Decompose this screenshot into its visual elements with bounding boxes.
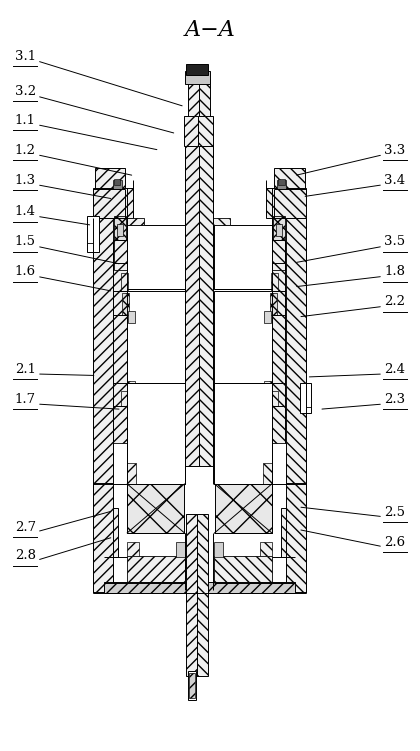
Text: 2.3: 2.3 xyxy=(384,393,405,406)
Bar xyxy=(104,582,295,593)
Bar xyxy=(214,383,272,484)
Bar xyxy=(114,240,127,270)
Bar xyxy=(185,146,199,466)
Bar xyxy=(266,188,306,218)
Bar xyxy=(185,71,210,84)
Bar xyxy=(121,273,128,291)
Text: 1.6: 1.6 xyxy=(15,265,36,279)
Text: 3.1: 3.1 xyxy=(15,50,36,63)
Bar xyxy=(213,218,230,225)
Bar xyxy=(184,116,198,146)
Bar xyxy=(104,508,118,557)
Bar xyxy=(286,483,306,592)
Bar xyxy=(128,311,135,323)
Bar xyxy=(127,291,185,383)
Text: 2.4: 2.4 xyxy=(384,363,405,376)
Bar xyxy=(186,514,197,676)
Bar xyxy=(199,79,210,120)
Bar xyxy=(93,483,113,592)
Text: 2.1: 2.1 xyxy=(15,363,36,376)
Bar xyxy=(130,409,135,418)
Text: 3.5: 3.5 xyxy=(384,235,405,249)
Bar xyxy=(273,216,285,240)
Bar xyxy=(127,381,135,394)
Text: 1.4: 1.4 xyxy=(15,205,36,219)
Text: 1.1: 1.1 xyxy=(15,113,36,127)
Bar xyxy=(214,542,223,557)
Bar xyxy=(114,216,126,240)
Bar xyxy=(264,311,271,323)
Bar xyxy=(274,168,304,189)
Bar xyxy=(93,218,113,484)
Bar xyxy=(214,291,272,383)
Text: 3.3: 3.3 xyxy=(384,143,405,157)
Bar xyxy=(189,673,195,698)
Bar xyxy=(127,484,184,533)
Bar xyxy=(272,240,285,270)
Bar xyxy=(270,293,277,315)
Text: 2.5: 2.5 xyxy=(384,505,405,519)
Bar xyxy=(215,484,272,533)
Bar xyxy=(278,179,285,185)
Bar xyxy=(93,188,133,218)
Text: 1.7: 1.7 xyxy=(15,393,36,406)
Bar xyxy=(122,293,129,315)
Bar xyxy=(94,168,125,189)
Bar xyxy=(263,463,272,484)
Bar xyxy=(272,218,286,443)
Text: 1.3: 1.3 xyxy=(15,173,36,187)
Bar xyxy=(87,216,99,252)
Text: 2.6: 2.6 xyxy=(384,535,405,549)
Bar xyxy=(260,542,272,556)
Bar xyxy=(188,671,196,700)
Bar xyxy=(199,146,213,466)
Bar xyxy=(271,273,278,291)
Bar xyxy=(186,64,208,75)
Bar xyxy=(188,79,199,120)
Text: 2.2: 2.2 xyxy=(384,295,405,309)
Text: 2.8: 2.8 xyxy=(15,549,36,562)
Bar xyxy=(198,116,213,146)
Bar xyxy=(127,463,136,484)
Bar xyxy=(276,224,282,236)
Text: 1.5: 1.5 xyxy=(15,235,36,249)
Bar xyxy=(197,514,208,676)
Text: 2.7: 2.7 xyxy=(15,520,36,534)
Text: A−A: A−A xyxy=(184,19,236,41)
Bar xyxy=(214,225,272,289)
Bar xyxy=(113,218,127,443)
Bar xyxy=(286,218,306,484)
Bar xyxy=(127,556,185,583)
Text: 3.4: 3.4 xyxy=(384,173,405,187)
Bar xyxy=(176,542,185,557)
Bar xyxy=(114,179,120,185)
Bar xyxy=(277,180,286,189)
Bar xyxy=(127,542,139,556)
Bar xyxy=(113,180,122,189)
Bar xyxy=(127,225,185,289)
Bar xyxy=(271,391,278,406)
Bar xyxy=(127,383,185,484)
Bar xyxy=(300,383,311,413)
Bar xyxy=(121,391,128,406)
Bar xyxy=(127,218,144,225)
Bar xyxy=(264,381,272,394)
Bar xyxy=(214,556,272,583)
Text: 1.2: 1.2 xyxy=(15,143,36,157)
Bar xyxy=(264,409,269,418)
Text: 1.8: 1.8 xyxy=(384,265,405,279)
Bar xyxy=(117,224,123,236)
Bar xyxy=(281,508,295,557)
Text: 3.2: 3.2 xyxy=(15,85,36,98)
